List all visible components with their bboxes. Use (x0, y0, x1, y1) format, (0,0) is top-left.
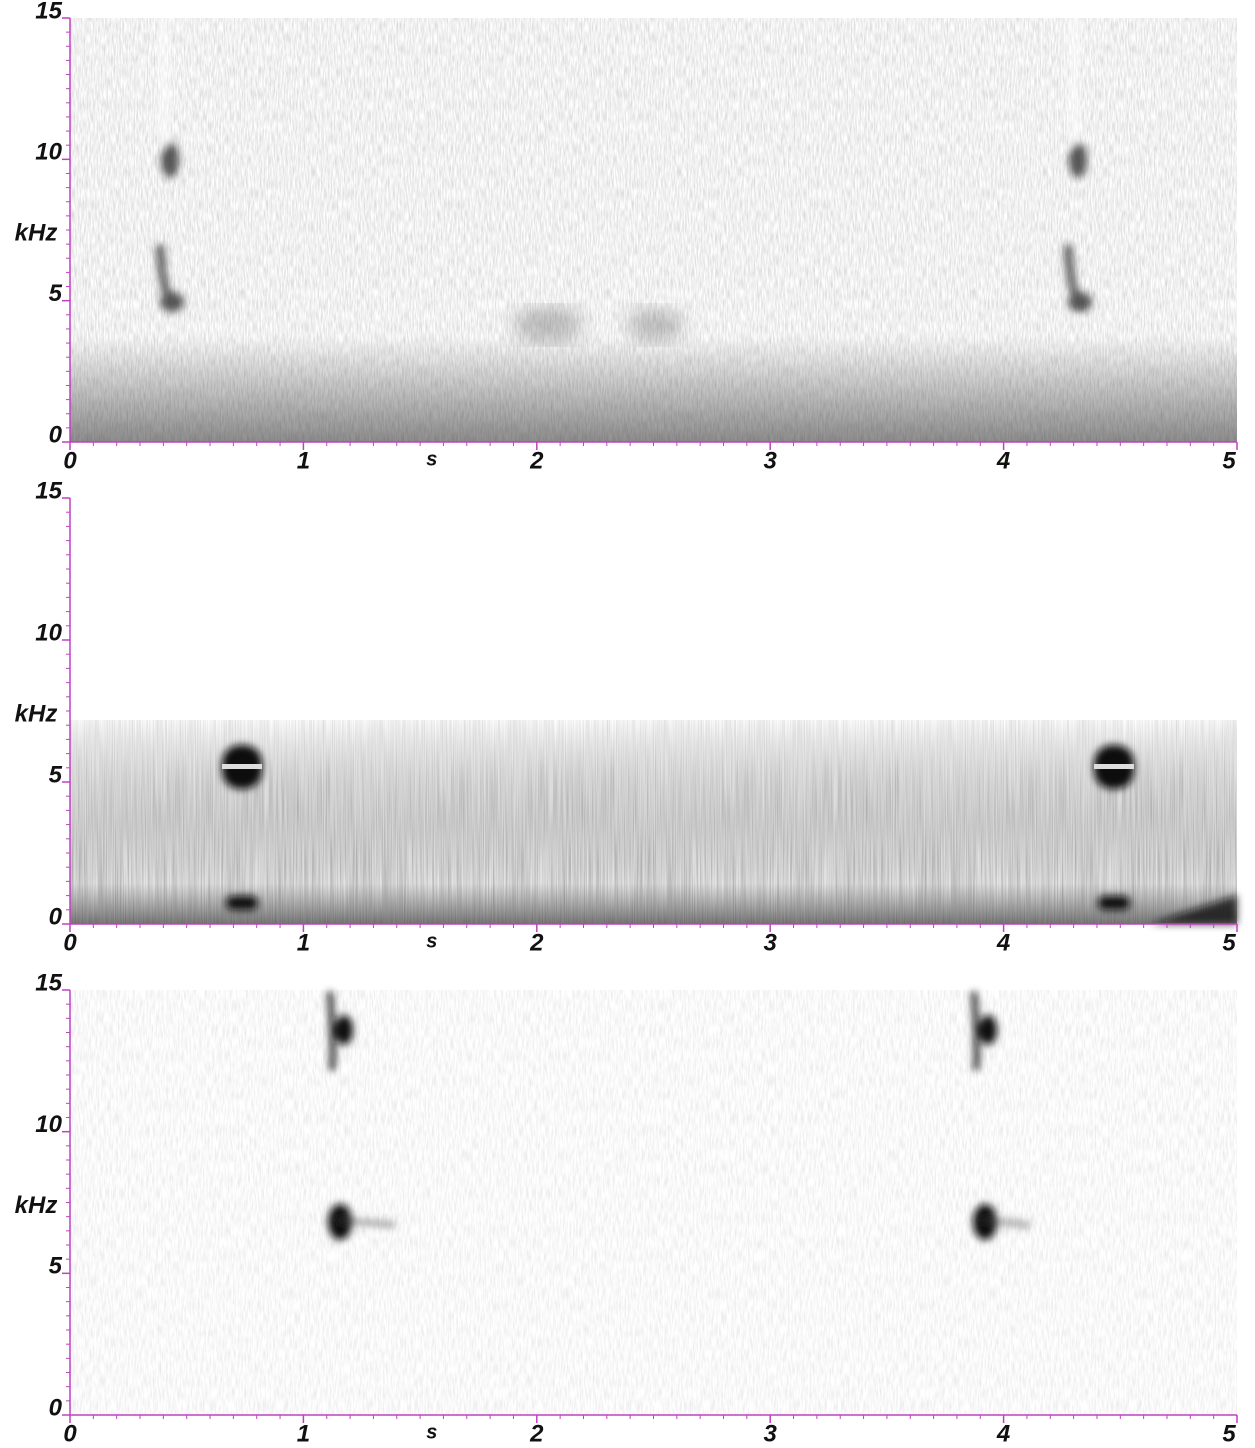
x-tick-label: 1 (297, 447, 310, 474)
y-axis-label: kHz (15, 701, 58, 728)
x-tick-label: 5 (1222, 1420, 1236, 1447)
x-tick-label: 5 (1222, 929, 1236, 956)
x-tick-label: 0 (63, 1420, 77, 1447)
spectrogram-image (70, 18, 1237, 442)
y-tick-label: 15 (35, 969, 62, 996)
y-tick-label: 5 (49, 761, 63, 788)
x-tick-label: 1 (297, 929, 310, 956)
x-tick-label: 3 (764, 1420, 778, 1447)
y-tick-label: 0 (49, 1394, 63, 1421)
y-tick-label: 10 (35, 139, 62, 166)
x-axis-label: s (426, 1421, 437, 1443)
x-tick-label: 4 (996, 447, 1010, 474)
y-tick-label: 0 (49, 903, 63, 930)
x-tick-label: 3 (764, 447, 778, 474)
x-tick-label: 0 (63, 447, 77, 474)
y-tick-label: 0 (49, 421, 63, 448)
y-tick-label: 5 (49, 1253, 63, 1280)
y-tick-label: 15 (35, 477, 62, 504)
x-axis-label: s (426, 930, 437, 952)
spectrogram-image (70, 990, 1237, 1415)
x-tick-label: 2 (529, 1420, 544, 1447)
x-tick-label: 5 (1222, 447, 1236, 474)
y-tick-label: 10 (35, 1111, 62, 1138)
y-axis-label: kHz (15, 1192, 58, 1219)
x-tick-label: 2 (529, 929, 544, 956)
y-tick-label: 10 (35, 619, 62, 646)
spectrogram-image (70, 720, 1237, 924)
y-axis-label: kHz (15, 220, 58, 247)
x-tick-label: 4 (996, 1420, 1010, 1447)
x-tick-label: 3 (764, 929, 778, 956)
x-tick-label: 4 (996, 929, 1010, 956)
y-tick-label: 5 (49, 280, 63, 307)
x-tick-label: 1 (297, 1420, 310, 1447)
y-tick-label: 15 (35, 0, 62, 24)
x-tick-label: 2 (529, 447, 544, 474)
x-axis-label: s (426, 448, 437, 470)
x-tick-label: 0 (63, 929, 77, 956)
